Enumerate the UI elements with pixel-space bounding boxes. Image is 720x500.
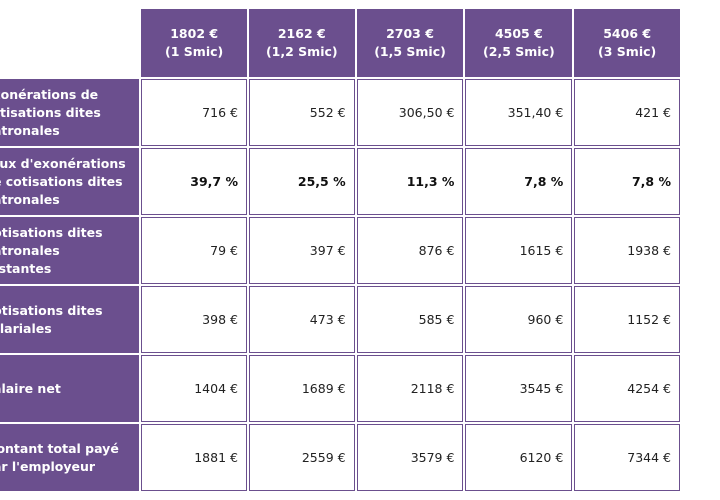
table-cell: 1404 € xyxy=(141,355,247,422)
table-cell: 876 € xyxy=(356,217,464,284)
col-header-amount: 1802 € xyxy=(170,26,219,41)
table-cell: 4254 € xyxy=(574,355,680,422)
table-cell: 6120 € xyxy=(465,424,573,491)
col-header-sub: (2,5 Smic) xyxy=(483,44,555,59)
table-cell: 585 € xyxy=(356,286,464,353)
table-cell: 397 € xyxy=(248,217,355,284)
col-header-amount: 2162 € xyxy=(277,26,326,41)
row-label: Cotisations dites patronales restantes xyxy=(0,217,140,284)
table-cell: 1938 € xyxy=(574,217,680,284)
row-label: Montant total payé par l'employeur xyxy=(0,424,140,491)
col-header-4: 4505 € (2,5 Smic) xyxy=(465,9,573,77)
table-cell: 1689 € xyxy=(248,355,355,422)
row-label: Salaire net xyxy=(0,355,140,422)
table-cell: 1152 € xyxy=(574,286,680,353)
table-cell: 11,3 % xyxy=(356,148,464,215)
col-header-sub: (1 Smic) xyxy=(165,44,224,59)
table-cell: 1615 € xyxy=(465,217,573,284)
col-header-sub: (1,5 Smic) xyxy=(374,44,446,59)
salary-cost-table: 1802 € (1 Smic) 2162 € (1,2 Smic) 2703 €… xyxy=(0,7,682,493)
row-label: Cotisations dites salariales xyxy=(0,286,140,353)
table-cell: 7344 € xyxy=(574,424,680,491)
col-header-sub: (1,2 Smic) xyxy=(265,44,338,59)
col-header-2: 2162 € (1,2 Smic) xyxy=(248,9,355,77)
table-row: Cotisations dites patronales restantes 7… xyxy=(0,217,680,284)
col-header-amount: 4505 € xyxy=(494,26,543,41)
table-cell: 3545 € xyxy=(465,355,573,422)
table-cell: 2559 € xyxy=(248,424,355,491)
row-label: Taux d'exonérations de cotisations dites… xyxy=(0,148,140,215)
row-label: Exonérations de cotisations dites patron… xyxy=(0,79,140,146)
table-cell: 421 € xyxy=(574,79,680,146)
table-cell: 1881 € xyxy=(141,424,247,491)
table-cell: 552 € xyxy=(248,79,355,146)
table-row: Cotisations dites salariales 398 € 473 €… xyxy=(0,286,680,353)
table-corner xyxy=(0,9,139,77)
table-cell: 7,8 % xyxy=(465,148,573,215)
table-cell: 79 € xyxy=(141,217,247,284)
table-cell: 3579 € xyxy=(356,424,464,491)
table-cell: 25,5 % xyxy=(248,148,355,215)
table-row: Taux d'exonérations de cotisations dites… xyxy=(0,148,680,215)
col-header-amount: 5406 € xyxy=(603,26,652,41)
table-cell: 473 € xyxy=(248,286,355,353)
table-cell: 7,8 % xyxy=(574,148,680,215)
table-row: Exonérations de cotisations dites patron… xyxy=(0,79,680,146)
table-cell: 398 € xyxy=(141,286,247,353)
table-cell: 2118 € xyxy=(356,355,464,422)
col-header-3: 2703 € (1,5 Smic) xyxy=(356,9,464,77)
table-cell: 39,7 % xyxy=(141,148,247,215)
col-header-1: 1802 € (1 Smic) xyxy=(141,9,247,77)
table-row: Montant total payé par l'employeur 1881 … xyxy=(0,424,680,491)
table-cell: 351,40 € xyxy=(465,79,573,146)
table-cell: 960 € xyxy=(465,286,573,353)
table-row: Salaire net 1404 € 1689 € 2118 € 3545 € … xyxy=(0,355,680,422)
table-cell: 716 € xyxy=(141,79,247,146)
col-header-5: 5406 € (3 Smic) xyxy=(574,9,680,77)
col-header-sub: (3 Smic) xyxy=(598,44,657,59)
table-cell: 306,50 € xyxy=(356,79,464,146)
header-row: 1802 € (1 Smic) 2162 € (1,2 Smic) 2703 €… xyxy=(0,9,680,77)
col-header-amount: 2703 € xyxy=(386,26,434,41)
